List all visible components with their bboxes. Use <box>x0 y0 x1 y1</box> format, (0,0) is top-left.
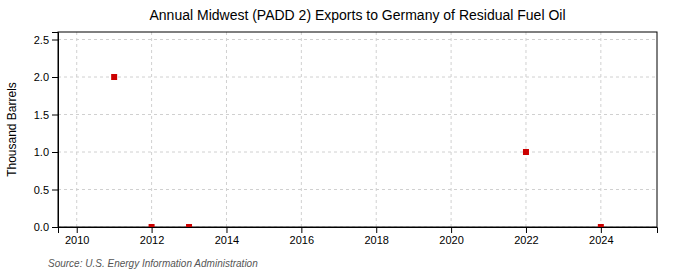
y-axis: 0.0 0.5 1.0 1.5 2.0 2.5 <box>34 33 59 234</box>
x-tick-mark <box>601 227 602 233</box>
data-marks <box>111 74 604 227</box>
x-tick-label: 2010 <box>65 234 89 246</box>
plot-area: 2010 2012 2014 2016 2018 2020 2022 2024 0.0 0.5 1.… <box>34 32 658 246</box>
y-tick-label: 2.0 <box>34 71 49 83</box>
x-tick: 2010 <box>65 227 89 246</box>
x-tick: 2016 <box>290 227 314 246</box>
point <box>111 74 117 80</box>
y-tick: 1.5 <box>34 109 58 121</box>
x-grid-line <box>525 32 526 227</box>
y-tick-mark <box>52 227 58 228</box>
x-grid-line <box>301 32 302 227</box>
x-tick-label: 2022 <box>514 234 538 246</box>
x-tick: 2012 <box>140 227 164 246</box>
y-grid-line <box>58 114 657 115</box>
y-tick: 2.5 <box>34 34 58 46</box>
x-tick-mark <box>301 227 302 233</box>
x-tick-label: 2012 <box>140 234 164 246</box>
x-tick: 2020 <box>439 227 463 246</box>
x-grid-line <box>451 32 452 227</box>
y-tick-label: 0.0 <box>34 221 49 233</box>
x-tick-label: 2024 <box>589 234 613 246</box>
x-tick-mark <box>226 227 227 233</box>
x-tick-label: 2014 <box>215 234 239 246</box>
point <box>149 224 155 227</box>
x-axis-line <box>59 228 658 234</box>
point <box>523 149 529 155</box>
grid <box>58 32 657 227</box>
x-axis: 2010 2012 2014 2016 2018 2020 2022 2024 <box>59 227 658 246</box>
point <box>186 224 192 227</box>
y-tick: 2.0 <box>34 71 58 83</box>
x-tick: 2014 <box>215 227 239 246</box>
x-tick-mark <box>376 227 377 233</box>
x-grid-line <box>226 32 227 227</box>
chart-title: Annual Midwest (PADD 2) Exports to Germa… <box>149 7 565 23</box>
plot-frame <box>58 32 657 227</box>
y-tick-label: 2.5 <box>34 34 49 46</box>
x-tick: 2018 <box>364 227 388 246</box>
y-grid-line <box>58 152 657 153</box>
source-note: Source: U.S. Energy Information Administ… <box>48 258 258 269</box>
y-tick: 0.5 <box>34 184 58 196</box>
x-tick-mark <box>451 227 452 233</box>
chart-svg: 2010 2012 2014 2016 2018 2020 2022 2024 0.0 0.5 1.… <box>0 0 675 275</box>
y-tick-label: 1.0 <box>34 146 49 158</box>
x-tick-label: 2016 <box>290 234 314 246</box>
point <box>598 224 604 227</box>
y-tick-mark <box>52 152 58 153</box>
y-tick-mark <box>52 40 58 41</box>
x-tick: 2024 <box>589 227 613 246</box>
x-grid-line <box>376 32 377 227</box>
y-tick: 0.0 <box>34 221 58 233</box>
x-tick: 2022 <box>514 227 538 246</box>
x-grid-line <box>151 32 152 227</box>
y-tick-label: 0.5 <box>34 184 49 196</box>
y-grid-line <box>58 189 657 190</box>
y-grid-line <box>58 39 657 40</box>
y-axis-title: Thousand Barrels <box>5 82 19 177</box>
y-tick-label: 1.5 <box>34 109 49 121</box>
y-tick-mark <box>52 190 58 191</box>
y-grid-line <box>58 77 657 78</box>
y-tick-mark <box>52 115 58 116</box>
chart-container: 2010 2012 2014 2016 2018 2020 2022 2024 0.0 0.5 1.… <box>0 0 675 275</box>
x-tick-label: 2018 <box>364 234 388 246</box>
x-tick-label: 2020 <box>439 234 463 246</box>
y-tick: 1.0 <box>34 146 58 158</box>
x-tick-mark <box>77 227 78 233</box>
x-grid-line <box>600 32 601 227</box>
x-tick-mark <box>526 227 527 233</box>
y-tick-mark <box>52 77 58 78</box>
x-grid-line <box>76 32 77 227</box>
x-tick-mark <box>152 227 153 233</box>
